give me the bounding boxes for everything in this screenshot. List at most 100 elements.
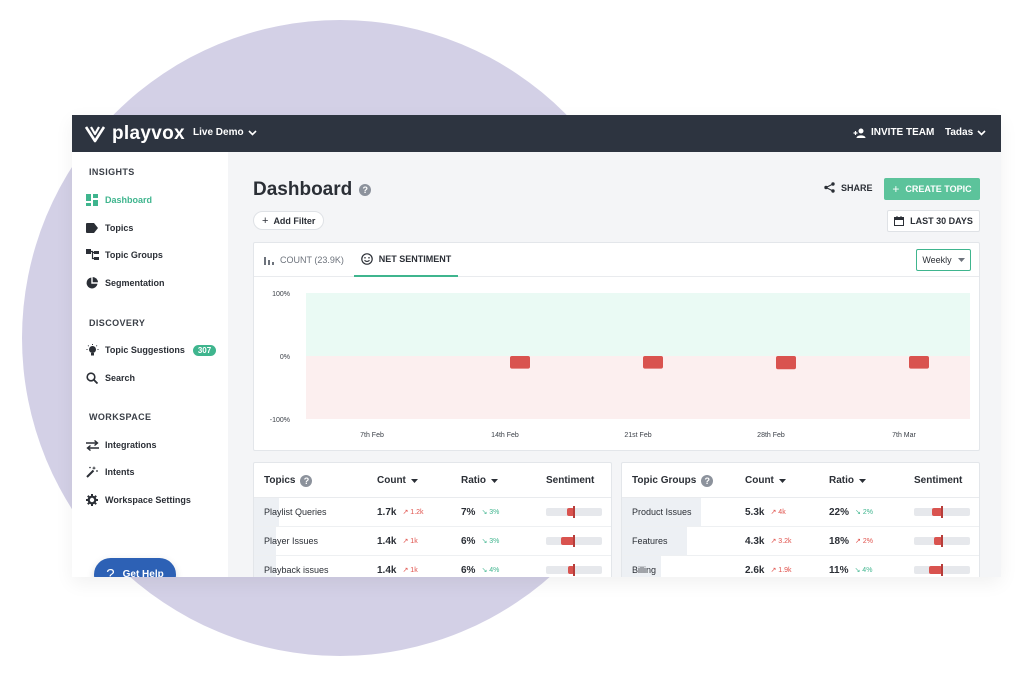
tab-count[interactable]: COUNT (23.9K)	[264, 243, 344, 277]
sidebar-item-intents[interactable]: Intents	[85, 463, 135, 481]
page-title-text: Dashboard	[253, 179, 353, 200]
ratio-value: 6%	[461, 564, 476, 576]
date-range-label: LAST 30 DAYS	[910, 216, 973, 226]
calendar-icon	[894, 216, 905, 226]
add-filter-button[interactable]: + Add Filter	[253, 211, 325, 230]
ratio-value: 22%	[829, 506, 850, 518]
row-name: Product Issues	[632, 507, 692, 517]
column-label: Ratio	[461, 475, 486, 486]
create-topic-label: CREATE TOPIC	[905, 184, 972, 194]
sentiment-negative-fill	[929, 566, 942, 574]
row-share-bar	[254, 527, 276, 555]
sidebar-item-topic-suggestions[interactable]: Topic Suggestions 307	[85, 341, 217, 359]
arrows-icon	[85, 438, 99, 452]
arrow-down-icon: ↘	[481, 567, 488, 574]
ratio-cell: 7% ↘ 3%	[461, 498, 499, 526]
ratio-value: 18%	[829, 535, 850, 547]
smiley-icon	[360, 253, 373, 265]
date-range-button[interactable]: LAST 30 DAYS	[887, 210, 980, 232]
sidebar-item-segmentation[interactable]: Segmentation	[85, 274, 165, 292]
sentiment-bar	[909, 356, 929, 369]
sentiment-bar	[776, 356, 796, 370]
share-button[interactable]: SHARE	[824, 182, 873, 193]
ratio-cell: 18% ↗ 2%	[829, 527, 873, 555]
search-icon	[85, 371, 99, 385]
row-name: Playlist Queries	[264, 507, 327, 517]
row-name: Playback issues	[264, 565, 329, 575]
sidebar-section-workspace: WORKSPACE	[89, 412, 152, 422]
sidebar-item-topics[interactable]: Topics	[85, 219, 133, 237]
sidebar-item-label: Topic Suggestions	[105, 345, 185, 355]
user-name: Tadas	[945, 127, 974, 138]
count-delta: ↗ 1k	[402, 566, 417, 574]
ratio-cell: 6% ↘ 4%	[461, 556, 499, 577]
help-circle-icon[interactable]: ?	[359, 184, 372, 196]
ratio-cell: 22% ↘ 2%	[829, 498, 873, 526]
arrow-down-icon: ↘	[481, 509, 488, 516]
sidebar-item-label: Topics	[105, 223, 134, 233]
count-value: 5.3k	[745, 506, 765, 518]
arrow-up-icon: ↗	[402, 567, 409, 574]
arrow-up-icon: ↗	[855, 538, 861, 545]
arrow-down-icon: ↘	[854, 567, 861, 574]
positive-zone	[306, 293, 970, 356]
caret-down-icon	[859, 478, 866, 483]
ratio-column-header[interactable]: Ratio	[461, 463, 498, 498]
lightbulb-icon	[85, 343, 99, 357]
arrow-up-icon: ↗	[770, 538, 777, 545]
count-column-header[interactable]: Count	[377, 463, 418, 498]
ratio-delta: ↘ 2%	[855, 508, 873, 516]
sentiment-negative-fill	[561, 537, 574, 545]
table-row[interactable]: Features 4.3k ↗ 3.2k 18% ↗ 2%	[622, 527, 979, 556]
chart-card: COUNT (23.9K) NET SENTIMENT Weekly 100% 0…	[253, 242, 980, 451]
add-user-icon	[853, 128, 866, 138]
topic-groups-icon	[85, 248, 99, 262]
sidebar-item-label: Dashboard	[105, 195, 153, 205]
magic-wand-icon	[85, 465, 99, 479]
sidebar-item-topic-groups[interactable]: Topic Groups	[85, 246, 163, 264]
tab-net-sentiment[interactable]: NET SENTIMENT	[354, 243, 458, 277]
help-circle-icon[interactable]: ?	[300, 474, 313, 487]
pie-chart-icon	[85, 276, 99, 290]
interval-select[interactable]: Weekly	[916, 249, 971, 271]
chevron-down-icon	[248, 129, 257, 136]
sidebar-item-workspace-settings[interactable]: Workspace Settings	[85, 491, 191, 509]
sidebar-item-label: Integrations	[105, 440, 157, 450]
sidebar-item-dashboard[interactable]: Dashboard	[85, 191, 152, 209]
x-tick-label: 7th Feb	[360, 432, 384, 439]
help-circle-icon[interactable]: ?	[701, 474, 714, 487]
sentiment-negative-fill	[932, 508, 942, 516]
table-row[interactable]: Product Issues 5.3k ↗ 4k 22% ↘ 2%	[622, 498, 979, 527]
ratio-delta-value: 3%	[489, 538, 500, 545]
create-topic-button[interactable]: + CREATE TOPIC	[884, 178, 980, 200]
tab-count-label: COUNT (23.9K)	[280, 255, 344, 265]
get-help-button[interactable]: ? Get Help	[94, 558, 176, 577]
sidebar-item-label: Workspace Settings	[105, 495, 191, 505]
brand-logo[interactable]: playvox	[84, 123, 185, 145]
count-delta: ↗ 1.9k	[770, 566, 791, 574]
ratio-delta-value: 4%	[862, 567, 873, 574]
column-label: Sentiment	[546, 475, 595, 486]
count-cell: 1.7k ↗ 1.2k	[377, 498, 424, 526]
sidebar-item-integrations[interactable]: Integrations	[85, 436, 157, 454]
table-row[interactable]: Player Issues 1.4k ↗ 1k 6% ↘ 3%	[254, 527, 611, 556]
user-menu[interactable]: Tadas	[945, 127, 986, 138]
count-delta-value: 4k	[778, 509, 786, 516]
workspace-switcher[interactable]: Live Demo	[193, 127, 257, 138]
table-header: Topic Groups ? Count Ratio Sentiment	[622, 463, 979, 498]
sentiment-bar	[546, 535, 602, 547]
sidebar-item-search[interactable]: Search	[85, 369, 135, 387]
row-name: Features	[632, 536, 668, 546]
sentiment-zero-marker	[941, 506, 943, 518]
ratio-value: 7%	[461, 506, 476, 518]
invite-team-button[interactable]: INVITE TEAM	[853, 127, 934, 138]
row-share-bar	[254, 556, 276, 577]
table-row[interactable]: Playlist Queries 1.7k ↗ 1.2k 7% ↘ 3%	[254, 498, 611, 527]
count-value: 1.7k	[377, 506, 397, 518]
arrow-up-icon: ↗	[770, 509, 777, 516]
table-row[interactable]: Billing 2.6k ↗ 1.9k 11% ↘ 4%	[622, 556, 979, 577]
table-row[interactable]: Playback issues 1.4k ↗ 1k 6% ↘ 4%	[254, 556, 611, 577]
count-delta-value: 1.9k	[778, 567, 792, 574]
ratio-column-header[interactable]: Ratio	[829, 463, 866, 498]
count-column-header[interactable]: Count	[745, 463, 786, 498]
